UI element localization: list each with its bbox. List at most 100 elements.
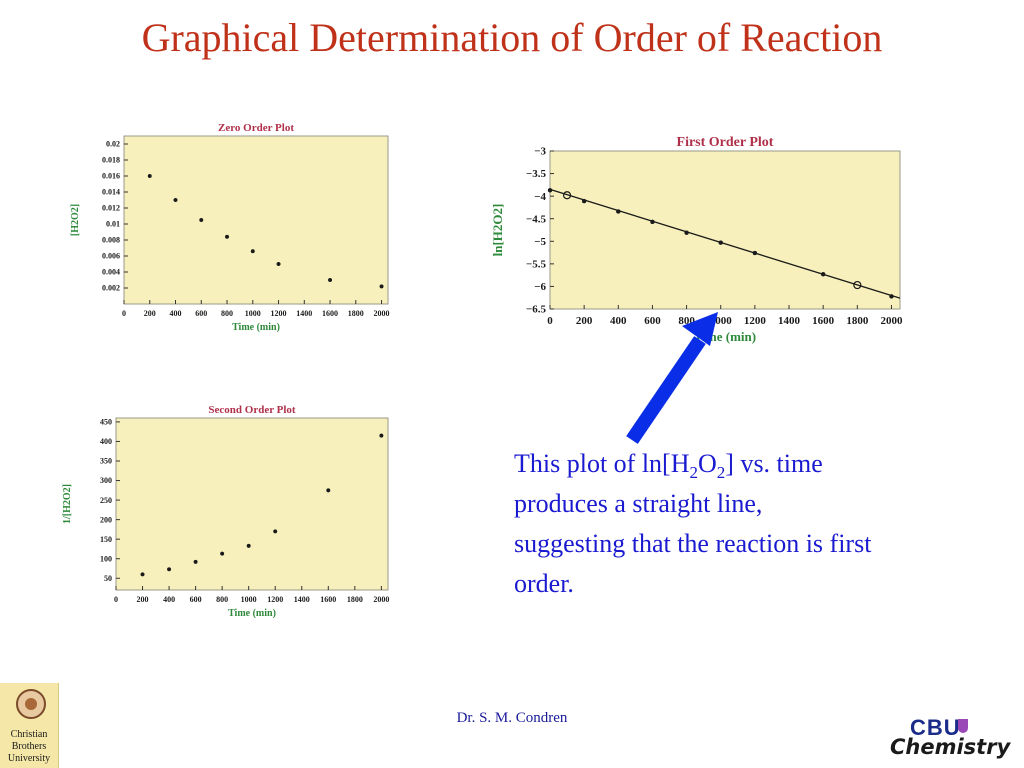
slide-caption: This plot of ln[H2O2] vs. time produces … xyxy=(514,444,874,604)
arrow-head xyxy=(682,312,718,346)
data-point xyxy=(193,559,198,564)
data-point xyxy=(616,209,621,214)
plot-area xyxy=(549,150,901,310)
caption-text-1: This plot of ln[H xyxy=(514,449,690,478)
y-tick-label: 50 xyxy=(104,574,112,583)
plot-area xyxy=(115,417,389,591)
flask-icon xyxy=(958,719,968,733)
caption-text-2: O xyxy=(698,449,717,478)
y-tick-label: 200 xyxy=(100,515,112,524)
y-tick-label: 250 xyxy=(100,496,112,505)
x-tick-label: 2000 xyxy=(373,595,389,604)
caption-text-3: ] vs. time produces a straight line, sug… xyxy=(514,449,872,598)
y-tick-label: 0.01 xyxy=(106,220,120,229)
y-tick-label: −3.5 xyxy=(526,168,547,180)
y-tick-label: −4 xyxy=(534,191,546,203)
first-order-plot-svg: First Order Plot −3 −3.5 −4 −4.5 −5 −5.5 −6 −6.5… xyxy=(490,135,903,344)
chart-title: First Order Plot xyxy=(677,135,774,150)
data-point xyxy=(581,198,587,204)
y-tick-label: 150 xyxy=(100,535,112,544)
data-point xyxy=(547,188,553,193)
x-axis-label: Time (min) xyxy=(232,322,280,333)
chart-title: Second Order Plot xyxy=(208,404,296,416)
x-tick-label: 1600 xyxy=(322,309,338,318)
data-point xyxy=(562,191,572,200)
x-tick-label: 1600 xyxy=(320,595,336,604)
x-tick-label: 200 xyxy=(144,309,156,318)
y-tick-label: −4.5 xyxy=(526,213,547,225)
x-tick-label: 1400 xyxy=(294,595,310,604)
x-tick-label: 1200 xyxy=(271,309,287,318)
y-tick-label: 0.006 xyxy=(102,252,120,261)
logo-chemistry-text: Chemistry xyxy=(890,735,1011,759)
x-tick-label: 1000 xyxy=(245,309,261,318)
second-order-plot-svg: Second Order Plot 50 100 150 200 250 300 350 400… xyxy=(62,404,389,619)
x-tick-label: 1200 xyxy=(744,315,767,327)
y-tick-label: 400 xyxy=(100,437,112,446)
data-point xyxy=(379,284,384,289)
x-tick-label: 400 xyxy=(170,309,182,318)
y-tick-label: 100 xyxy=(100,554,112,563)
data-point xyxy=(379,433,384,438)
x-tick-label: 600 xyxy=(190,595,202,604)
data-point xyxy=(820,271,826,277)
x-tick-label: 0 xyxy=(547,315,553,327)
data-point xyxy=(650,219,655,225)
zero-order-plot-svg: Zero Order Plot 0.002 0.004 0.006 0.008 0.01 0… xyxy=(70,122,390,333)
chart-title: Zero Order Plot xyxy=(218,122,294,134)
cbu-seal-logo: Christian Brothers University xyxy=(0,683,59,768)
x-tick-label: 1800 xyxy=(347,595,363,604)
x-tick-label: 600 xyxy=(195,309,207,318)
x-tick-label: 200 xyxy=(576,315,593,327)
data-point xyxy=(173,197,178,203)
data-point xyxy=(140,572,145,577)
x-tick-label: 800 xyxy=(221,309,233,318)
x-tick-label: 1000 xyxy=(241,595,257,604)
y-axis-label: 1/[H2O2] xyxy=(62,484,73,524)
x-tick-label: 1400 xyxy=(778,315,801,327)
y-tick-label: 0.014 xyxy=(102,188,120,197)
x-tick-label: 1200 xyxy=(267,595,283,604)
y-tick-label: 300 xyxy=(100,476,112,485)
data-point xyxy=(199,217,204,223)
logo-cbu-text: CBU xyxy=(910,715,961,740)
y-tick-label: 0.016 xyxy=(102,172,120,181)
caption-sub-1: 2 xyxy=(689,463,699,483)
x-tick-label: 1800 xyxy=(348,309,364,318)
seal-icon xyxy=(16,689,46,719)
data-point xyxy=(167,567,172,572)
x-tick-label: 0 xyxy=(114,595,118,604)
zero-order-chart: Zero Order Plot 0.002 0.004 0.006 0.008 0.01 0… xyxy=(60,120,400,340)
x-tick-label: 400 xyxy=(163,595,175,604)
x-tick-label: 0 xyxy=(122,309,126,318)
x-tick-label: 2000 xyxy=(880,315,903,327)
data-point xyxy=(273,529,278,534)
x-tick-label: 1400 xyxy=(296,309,312,318)
y-tick-label: 0.008 xyxy=(102,236,120,245)
x-tick-label: 1800 xyxy=(846,315,869,327)
data-point xyxy=(752,250,758,256)
plot-area xyxy=(123,135,389,305)
caption-sub-2: 2 xyxy=(716,463,726,483)
y-tick-label: 0.02 xyxy=(106,140,120,149)
x-tick-label: 800 xyxy=(216,595,228,604)
y-tick-label: −5 xyxy=(534,236,546,248)
pointer-arrow xyxy=(626,312,718,444)
data-point xyxy=(276,261,281,267)
y-tick-label: −6 xyxy=(534,281,546,293)
y-axis-label: ln[H2O2] xyxy=(490,204,505,257)
arrow-shaft xyxy=(626,336,706,444)
x-tick-label: 1600 xyxy=(812,315,835,327)
y-tick-label: −5.5 xyxy=(526,259,547,271)
slide-title: Graphical Determination of Order of Reac… xyxy=(141,15,883,60)
y-tick-label: 0.002 xyxy=(102,284,120,293)
x-tick-label: 400 xyxy=(610,315,627,327)
x-tick-label: 200 xyxy=(137,595,149,604)
first-order-chart: First Order Plot −3 −3.5 −4 −4.5 −5 −5.5 −6 −6.5… xyxy=(470,125,910,365)
x-tick-label: 2000 xyxy=(374,309,390,318)
y-tick-label: 0.004 xyxy=(102,268,120,277)
fit-line xyxy=(549,188,901,299)
x-axis-label: Time (min) xyxy=(228,608,276,619)
data-point xyxy=(246,543,251,548)
data-point xyxy=(224,234,230,239)
